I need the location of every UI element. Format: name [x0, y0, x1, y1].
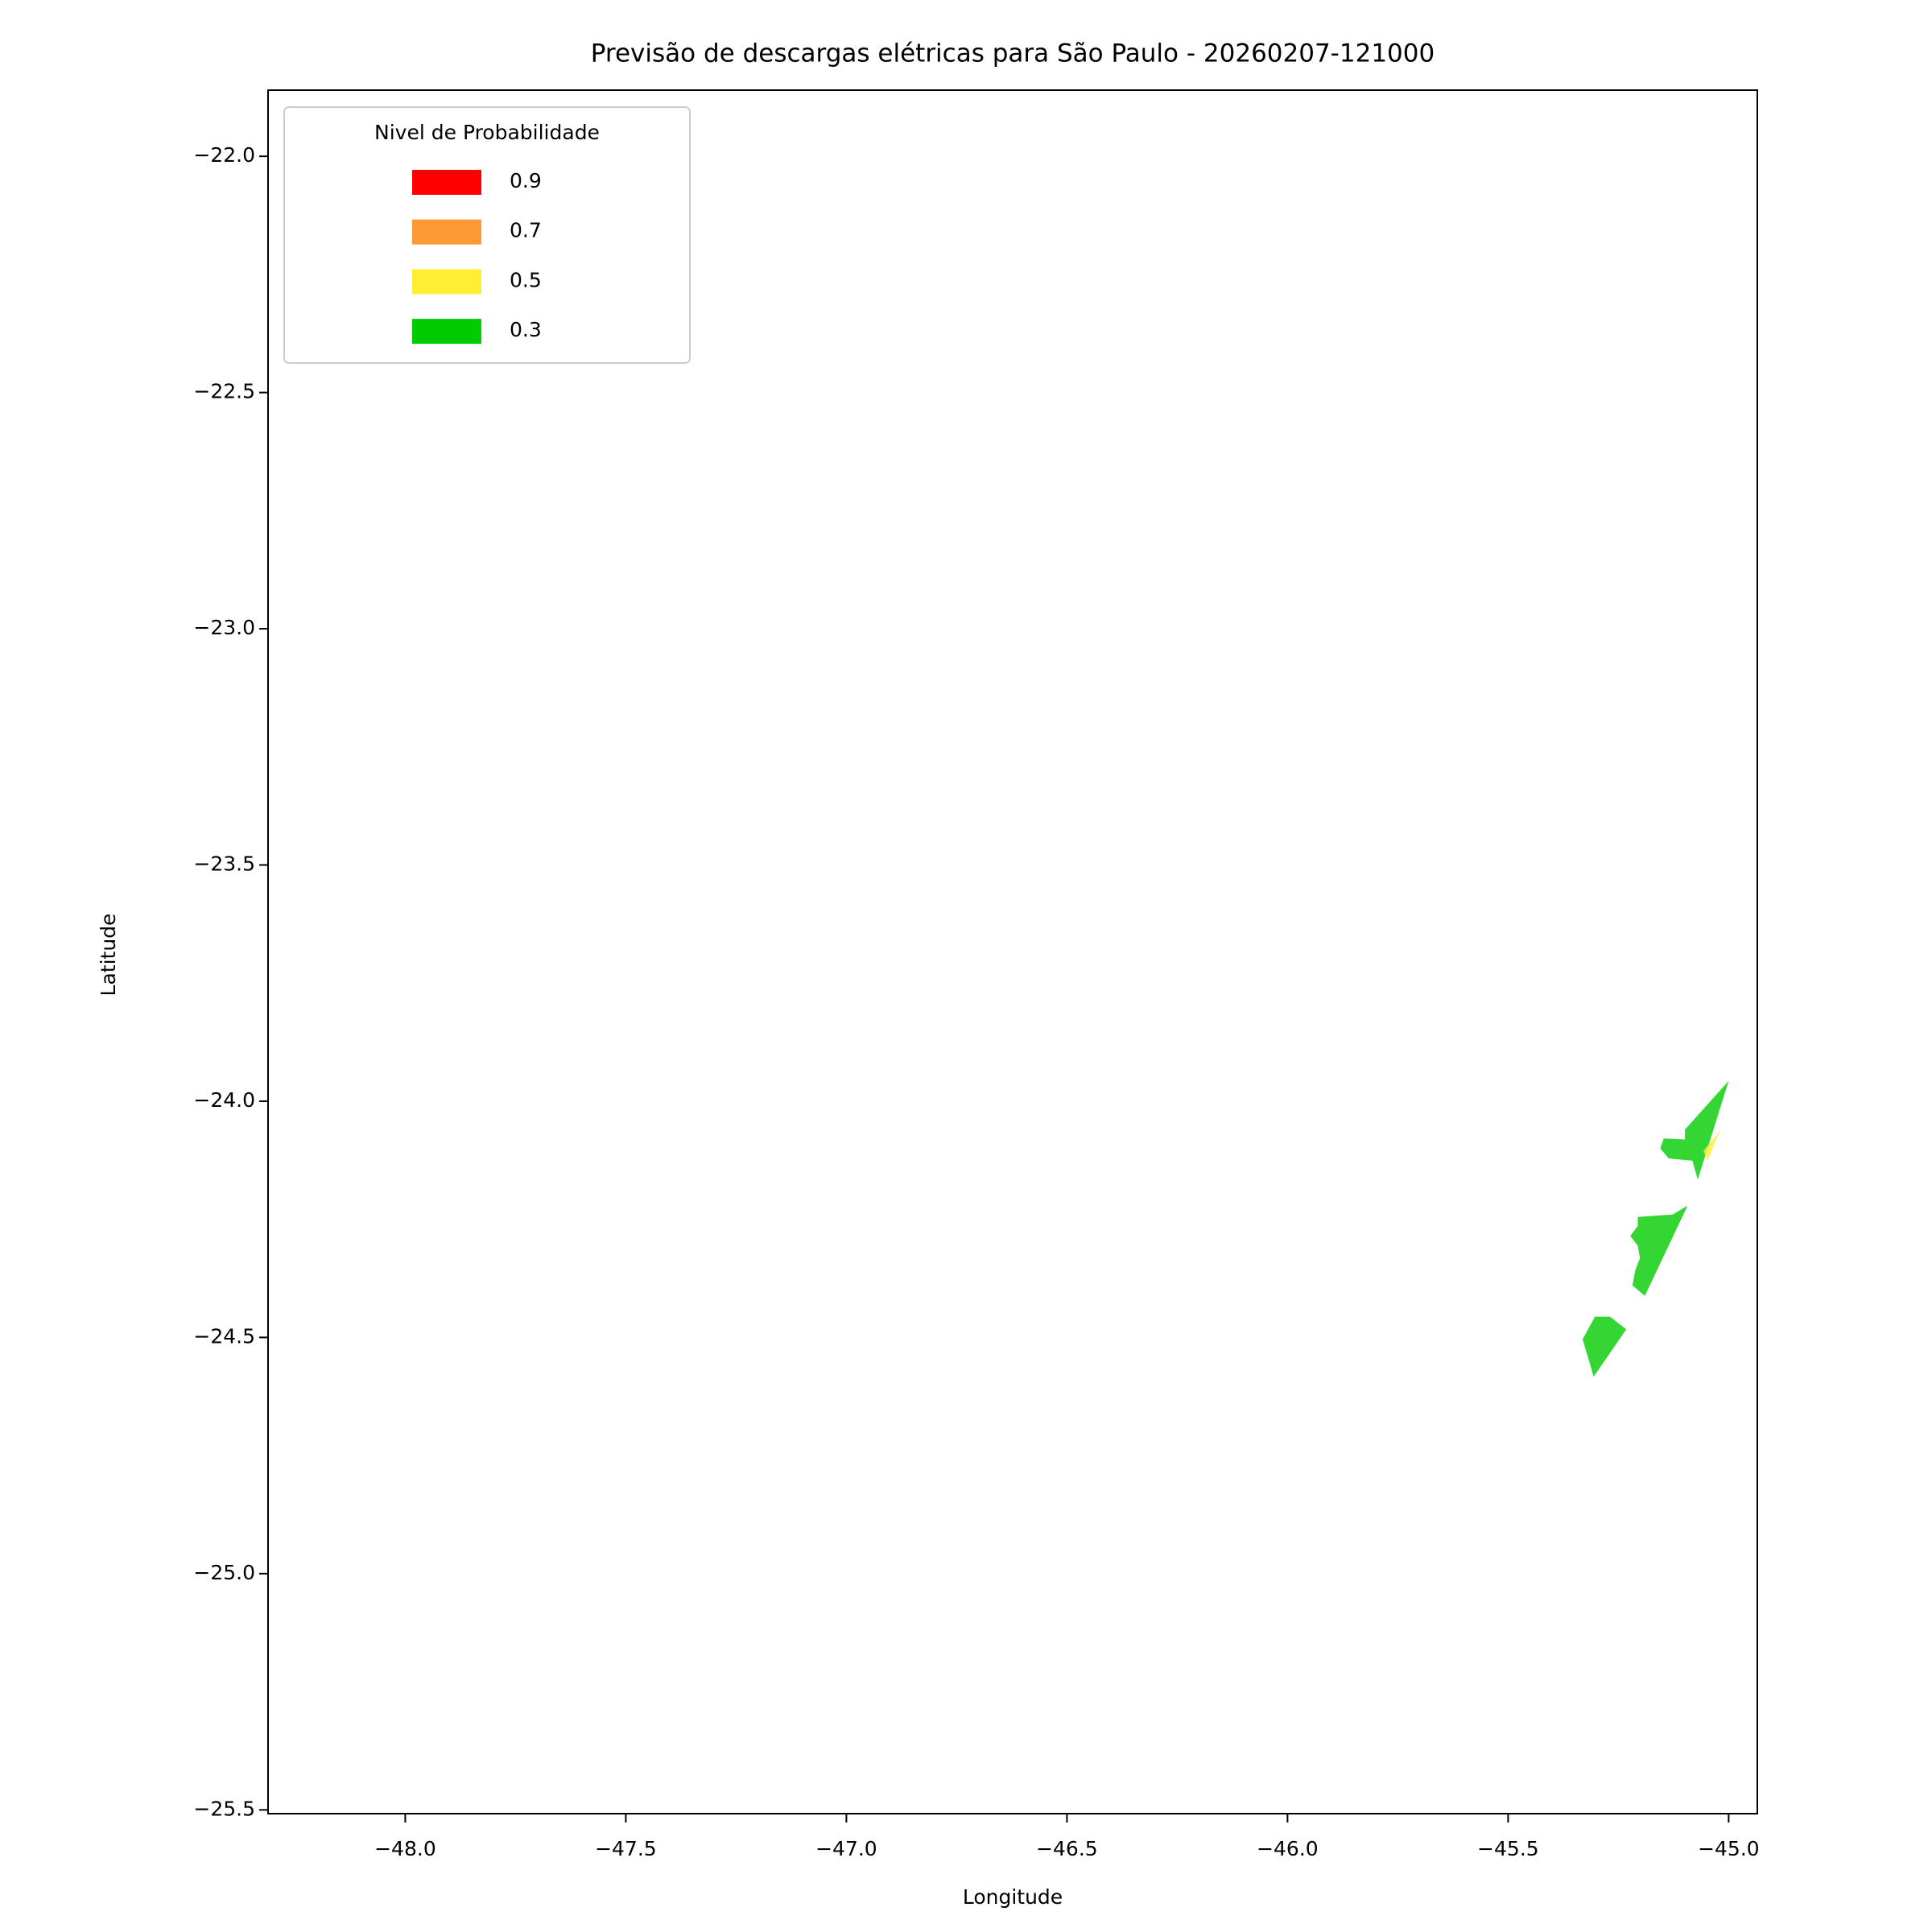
- legend-swatch: [412, 319, 481, 345]
- axes-frame: [267, 89, 1758, 1814]
- x-axis-label: Longitude: [963, 1885, 1063, 1909]
- legend: Nivel de Probabilidade 0.9 0.7 0.5 0.3: [283, 106, 691, 364]
- y-tick-label: −24.5: [193, 1324, 255, 1348]
- y-tick-label: −23.0: [193, 616, 255, 639]
- plot-area: [1583, 1080, 1729, 1377]
- y-tick-label: −22.5: [193, 380, 255, 403]
- legend-swatch: [412, 269, 481, 295]
- x-tick-label: −46.5: [1036, 1837, 1098, 1860]
- contour-region: [1660, 1080, 1729, 1180]
- legend-label: 0.9: [510, 169, 542, 192]
- legend-swatch: [412, 219, 481, 245]
- x-tick-label: −46.0: [1257, 1837, 1319, 1860]
- x-tick-label: −45.0: [1698, 1837, 1760, 1860]
- legend-label: 0.5: [510, 268, 542, 291]
- contour-region: [1703, 1130, 1720, 1161]
- x-tick-label: −48.0: [374, 1837, 436, 1860]
- x-tick-label: −45.5: [1477, 1837, 1539, 1860]
- legend-label: 0.7: [510, 219, 542, 242]
- y-tick-label: −23.5: [193, 852, 255, 876]
- y-tick-label: −22.0: [193, 143, 255, 167]
- legend-box: [283, 106, 691, 364]
- legend-title: Nivel de Probabilidade: [374, 121, 600, 144]
- chart-title: Previsão de descargas elétricas para São…: [591, 39, 1435, 68]
- legend-swatch: [412, 170, 481, 195]
- y-tick-label: −24.0: [193, 1088, 255, 1112]
- x-tick-label: −47.0: [815, 1837, 877, 1860]
- y-axis-label: Latitude: [97, 914, 120, 997]
- contour-region: [1583, 1316, 1627, 1377]
- y-tick-label: −25.0: [193, 1561, 255, 1584]
- contour-region: [1630, 1205, 1688, 1296]
- legend-label: 0.3: [510, 318, 542, 341]
- x-tick-label: −47.5: [595, 1837, 657, 1860]
- y-tick-label: −25.5: [193, 1797, 255, 1820]
